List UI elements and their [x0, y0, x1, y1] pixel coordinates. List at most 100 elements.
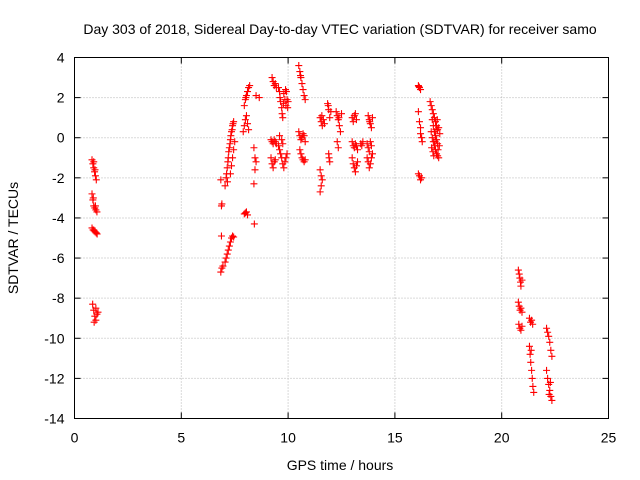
x-tick-label: 20 — [494, 430, 510, 446]
data-point — [333, 138, 341, 146]
data-point — [229, 154, 237, 162]
data-point — [278, 104, 286, 112]
data-point — [529, 320, 537, 328]
x-tick-label: 25 — [601, 430, 617, 446]
x-tick-label: 15 — [387, 430, 403, 446]
data-point — [317, 182, 325, 190]
data-point — [89, 300, 97, 308]
data-point — [324, 102, 332, 110]
x-tick-label: 0 — [71, 430, 79, 446]
data-point — [239, 128, 247, 136]
data-point — [431, 138, 439, 146]
data-point — [546, 386, 554, 394]
data-point — [242, 94, 250, 102]
data-point — [366, 138, 374, 146]
x-tick-label: 5 — [177, 430, 185, 446]
data-point — [299, 86, 307, 94]
data-point — [359, 138, 367, 146]
data-point — [93, 208, 101, 216]
data-point — [518, 308, 526, 316]
data-point — [435, 154, 443, 162]
data-point — [295, 62, 303, 70]
data-point — [418, 134, 426, 142]
data-point — [218, 200, 226, 208]
data-point — [368, 150, 376, 158]
data-point — [348, 154, 356, 162]
data-point — [335, 114, 343, 122]
data-point — [354, 158, 362, 166]
data-point — [230, 233, 238, 241]
data-point — [548, 352, 556, 360]
data-point — [278, 110, 286, 118]
data-point — [90, 226, 98, 234]
data-point — [366, 118, 374, 126]
data-point — [223, 164, 231, 172]
data-point — [93, 230, 101, 238]
y-tick-label: 0 — [57, 130, 65, 146]
data-point — [91, 202, 99, 210]
data-point — [250, 180, 258, 188]
data-point — [276, 132, 284, 140]
data-point — [426, 98, 434, 106]
data-point — [276, 94, 284, 102]
data-point — [334, 144, 342, 152]
data-point — [515, 270, 523, 278]
data-point — [88, 190, 96, 198]
data-point — [281, 158, 289, 166]
data-point — [217, 176, 225, 184]
data-point — [367, 124, 375, 132]
data-point — [242, 112, 250, 120]
data-point — [278, 136, 286, 144]
data-point — [300, 92, 308, 100]
data-point — [227, 162, 235, 170]
data-point — [217, 232, 225, 240]
data-point — [529, 382, 537, 390]
data-point — [528, 374, 536, 382]
data-point — [271, 80, 279, 88]
data-point — [284, 104, 292, 112]
data-point — [429, 110, 437, 118]
data-point — [429, 148, 437, 156]
data-point — [526, 350, 534, 358]
data-point — [427, 102, 435, 110]
data-point — [226, 140, 234, 148]
data-point — [276, 88, 284, 96]
data-point — [318, 176, 326, 184]
data-point — [336, 128, 344, 136]
data-point — [417, 130, 425, 138]
data-point — [544, 328, 552, 336]
data-point — [544, 374, 552, 382]
data-point — [295, 128, 303, 136]
data-point — [277, 150, 285, 158]
data-point — [417, 124, 425, 132]
data-point — [268, 74, 276, 82]
data-point — [525, 342, 533, 350]
data-point — [241, 116, 249, 124]
data-point — [223, 178, 231, 186]
data-point — [332, 108, 340, 116]
y-tick-label: -10 — [44, 330, 64, 346]
data-point — [251, 166, 259, 174]
data-point — [226, 238, 234, 246]
data-point — [433, 116, 441, 124]
data-point — [282, 154, 290, 162]
data-point — [246, 82, 254, 90]
data-point — [338, 110, 345, 118]
data-point — [518, 276, 526, 284]
data-point — [269, 164, 277, 172]
data-point — [335, 122, 343, 130]
data-point — [352, 162, 360, 170]
data-point — [244, 120, 252, 128]
data-point — [94, 308, 102, 316]
data-point — [222, 254, 230, 262]
y-tick-label: -14 — [44, 411, 64, 427]
data-point — [244, 88, 252, 96]
data-point — [527, 346, 535, 354]
data-point — [282, 86, 290, 94]
y-tick-label: -6 — [52, 250, 65, 266]
data-point — [296, 68, 304, 76]
data-point — [351, 110, 359, 118]
data-point — [530, 388, 538, 396]
